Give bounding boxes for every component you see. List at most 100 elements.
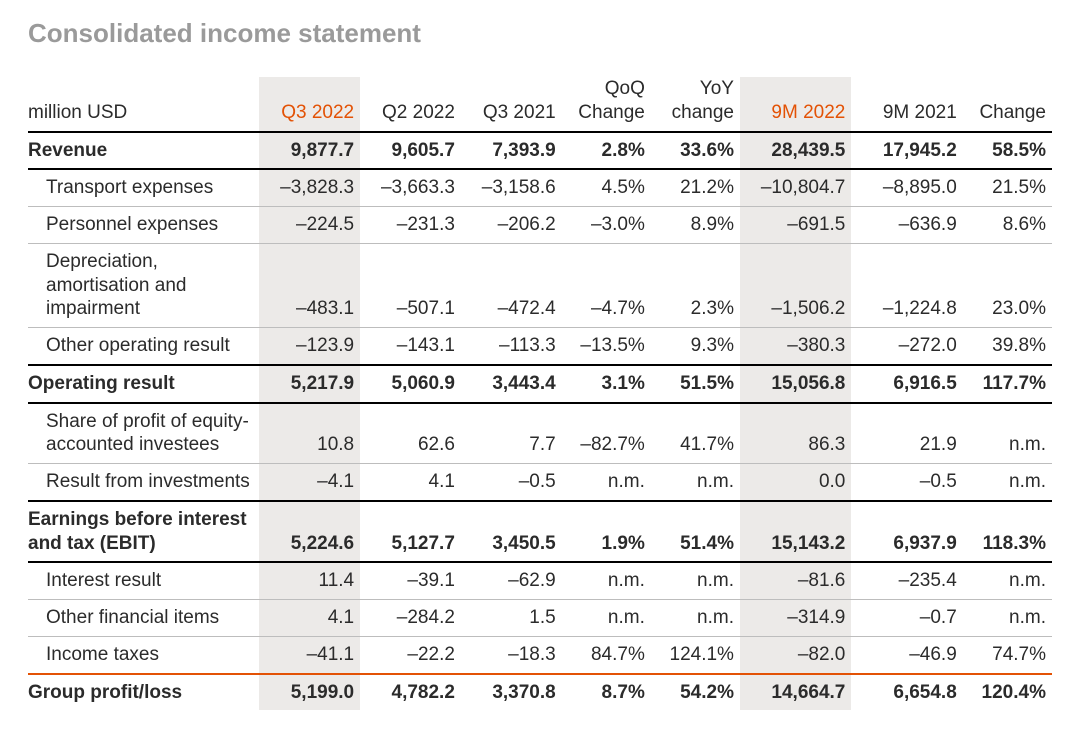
cell: –1,224.8: [851, 243, 962, 327]
cell: –113.3: [461, 328, 562, 365]
cell: 21.9: [851, 403, 962, 464]
cell: 9.3%: [651, 328, 740, 365]
cell: 2.8%: [562, 132, 651, 170]
table-row: Group profit/loss5,199.04,782.23,370.88.…: [28, 674, 1052, 711]
cell: –472.4: [461, 243, 562, 327]
cell: 4.1: [360, 464, 461, 501]
cell: 0.0: [740, 464, 851, 501]
cell: –46.9: [851, 636, 962, 673]
cell: 3,443.4: [461, 365, 562, 403]
row-label: Earnings before interest and tax (EBIT): [28, 501, 259, 563]
cell: –41.1: [259, 636, 360, 673]
cell: 124.1%: [651, 636, 740, 673]
page-title: Consolidated income statement: [28, 18, 1052, 49]
table-row: Depreciation, amortisation and impairmen…: [28, 243, 1052, 327]
table-row: Revenue9,877.79,605.77,393.92.8%33.6%28,…: [28, 132, 1052, 170]
table-row: Income taxes–41.1–22.2–18.384.7%124.1%–8…: [28, 636, 1052, 673]
table-row: Other financial items4.1–284.21.5n.m.n.m…: [28, 600, 1052, 637]
cell: 14,664.7: [740, 674, 851, 711]
cell: 2.3%: [651, 243, 740, 327]
cell: 8.6%: [963, 207, 1052, 244]
cell: –1,506.2: [740, 243, 851, 327]
cell: 84.7%: [562, 636, 651, 673]
cell: n.m.: [562, 562, 651, 599]
row-label: Interest result: [28, 562, 259, 599]
cell: n.m.: [651, 562, 740, 599]
cell: 28,439.5: [740, 132, 851, 170]
cell: 8.9%: [651, 207, 740, 244]
cell: 5,217.9: [259, 365, 360, 403]
cell: 41.7%: [651, 403, 740, 464]
cell: 8.7%: [562, 674, 651, 711]
cell: 4.5%: [562, 169, 651, 206]
cell: –284.2: [360, 600, 461, 637]
cell: 21.2%: [651, 169, 740, 206]
cell: –13.5%: [562, 328, 651, 365]
cell: –231.3: [360, 207, 461, 244]
table-row: Transport expenses–3,828.3–3,663.3–3,158…: [28, 169, 1052, 206]
income-statement-table: million USD Q3 2022 Q2 2022 Q3 2021 QoQC…: [28, 77, 1052, 710]
unit-label: million USD: [28, 77, 259, 132]
cell: n.m.: [651, 464, 740, 501]
cell: 11.4: [259, 562, 360, 599]
col-q3-2021: Q3 2021: [461, 77, 562, 132]
cell: 4.1: [259, 600, 360, 637]
cell: –22.2: [360, 636, 461, 673]
cell: 118.3%: [963, 501, 1052, 563]
cell: 7,393.9: [461, 132, 562, 170]
cell: –82.7%: [562, 403, 651, 464]
cell: 117.7%: [963, 365, 1052, 403]
cell: –3,158.6: [461, 169, 562, 206]
table-row: Interest result11.4–39.1–62.9n.m.n.m.–81…: [28, 562, 1052, 599]
cell: n.m.: [963, 464, 1052, 501]
cell: 5,224.6: [259, 501, 360, 563]
cell: 62.6: [360, 403, 461, 464]
cell: 10.8: [259, 403, 360, 464]
cell: 9,605.7: [360, 132, 461, 170]
col-qoq: QoQChange: [562, 77, 651, 132]
row-label: Personnel expenses: [28, 207, 259, 244]
row-label: Revenue: [28, 132, 259, 170]
cell: –3.0%: [562, 207, 651, 244]
row-label: Transport expenses: [28, 169, 259, 206]
cell: 6,916.5: [851, 365, 962, 403]
cell: 51.5%: [651, 365, 740, 403]
cell: 23.0%: [963, 243, 1052, 327]
cell: –0.5: [851, 464, 962, 501]
cell: –507.1: [360, 243, 461, 327]
table-row: Personnel expenses–224.5–231.3–206.2–3.0…: [28, 207, 1052, 244]
cell: –483.1: [259, 243, 360, 327]
cell: 3,450.5: [461, 501, 562, 563]
row-label: Group profit/loss: [28, 674, 259, 711]
cell: 58.5%: [963, 132, 1052, 170]
cell: –235.4: [851, 562, 962, 599]
col-9m-2021: 9M 2021: [851, 77, 962, 132]
cell: 1.9%: [562, 501, 651, 563]
cell: 17,945.2: [851, 132, 962, 170]
col-9m-2022: 9M 2022: [740, 77, 851, 132]
cell: –62.9: [461, 562, 562, 599]
cell: 4,782.2: [360, 674, 461, 711]
cell: 120.4%: [963, 674, 1052, 711]
cell: –18.3: [461, 636, 562, 673]
cell: –39.1: [360, 562, 461, 599]
cell: 86.3: [740, 403, 851, 464]
cell: 21.5%: [963, 169, 1052, 206]
cell: 33.6%: [651, 132, 740, 170]
cell: 54.2%: [651, 674, 740, 711]
col-q3-2022: Q3 2022: [259, 77, 360, 132]
cell: 39.8%: [963, 328, 1052, 365]
cell: –8,895.0: [851, 169, 962, 206]
cell: –4.7%: [562, 243, 651, 327]
cell: –4.1: [259, 464, 360, 501]
cell: –81.6: [740, 562, 851, 599]
cell: –272.0: [851, 328, 962, 365]
table-row: Operating result5,217.95,060.93,443.43.1…: [28, 365, 1052, 403]
cell: 5,199.0: [259, 674, 360, 711]
cell: –123.9: [259, 328, 360, 365]
cell: n.m.: [651, 600, 740, 637]
cell: –314.9: [740, 600, 851, 637]
cell: n.m.: [562, 600, 651, 637]
cell: –3,828.3: [259, 169, 360, 206]
cell: n.m.: [963, 600, 1052, 637]
